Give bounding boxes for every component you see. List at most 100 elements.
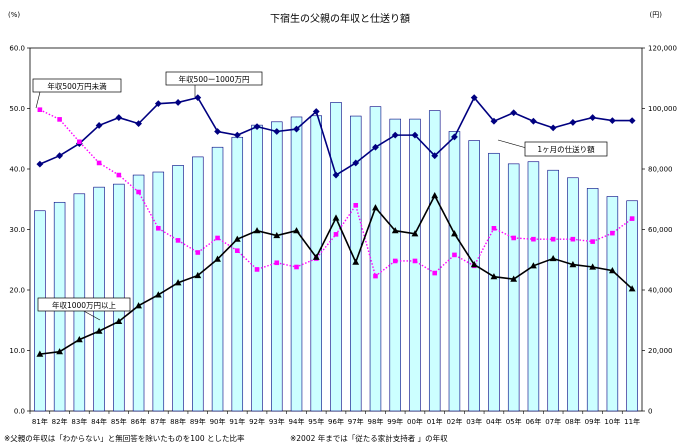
data-point	[411, 230, 419, 237]
callout-allowance: 1ヶ月の仕送り額	[497, 139, 608, 157]
right-axis-tick-label: 40,000	[648, 287, 673, 295]
data-point	[116, 172, 122, 178]
data-point	[96, 160, 102, 166]
data-point	[511, 235, 516, 241]
bar	[192, 156, 204, 412]
data-point	[154, 291, 162, 298]
data-point	[549, 254, 557, 262]
bar	[211, 146, 224, 412]
data-point	[589, 263, 597, 270]
data-point	[36, 350, 44, 357]
data-point	[589, 114, 597, 121]
data-point	[115, 317, 123, 325]
data-point	[293, 125, 300, 133]
data-point	[154, 100, 162, 108]
x-axis-tick-label: 90年	[210, 417, 226, 426]
data-point	[391, 227, 399, 234]
bar	[428, 110, 441, 412]
x-axis-tick-label: 98年	[368, 417, 384, 426]
bar	[369, 106, 382, 412]
footnote-1: ※父親の年収は「わからない」と無回答を除いたものを100 とした比率	[4, 433, 245, 443]
bar	[606, 196, 619, 412]
callout-mid-income-text: 年収500ー1000万円	[179, 74, 250, 84]
data-point	[490, 117, 498, 125]
data-point	[95, 122, 103, 129]
data-point	[431, 152, 439, 160]
x-axis-tick-label: 91年	[229, 417, 245, 426]
x-axis-tick-label: 09年	[585, 417, 601, 426]
callout-mid-income: 年収500ー1000万円	[165, 71, 263, 97]
data-point	[293, 227, 300, 234]
x-axis-tick-label: 00年	[407, 417, 423, 426]
bar	[409, 118, 421, 412]
data-point	[37, 107, 43, 113]
x-axis-tick-label: 97年	[348, 417, 364, 426]
bar	[527, 161, 540, 412]
data-point	[253, 227, 261, 234]
x-axis-tick-label: 85年	[111, 417, 127, 426]
data-point	[490, 273, 498, 280]
left-axis-tick-label: 50.0	[9, 105, 25, 113]
x-axis-tick-label: 08年	[565, 417, 581, 426]
data-point	[352, 159, 360, 167]
x-axis-tick-label: 02年	[446, 417, 462, 426]
data-point	[273, 231, 281, 239]
data-point	[75, 336, 83, 343]
data-point	[77, 139, 82, 145]
data-point	[135, 302, 142, 309]
data-point	[373, 273, 378, 279]
x-axis-tick-label: 84年	[91, 417, 107, 426]
data-point	[608, 117, 616, 124]
bar	[290, 116, 303, 412]
bar	[389, 118, 401, 412]
callout-allowance-box	[524, 141, 608, 157]
x-axis-tick-label: 87年	[150, 417, 166, 426]
data-point	[332, 171, 340, 179]
right-axis-tick-label: 100,000	[648, 105, 677, 113]
data-point	[412, 258, 418, 264]
data-point	[214, 255, 221, 262]
x-axis-tick-label: 83年	[71, 417, 87, 426]
left-axis-tick-label: 40.0	[9, 166, 25, 174]
x-axis-tick-label: 88年	[170, 417, 186, 426]
data-point	[194, 271, 202, 279]
data-point	[56, 348, 64, 355]
x-axis-tick-label: 86年	[131, 417, 147, 426]
data-point	[569, 260, 577, 268]
data-point	[233, 131, 241, 139]
data-point	[136, 189, 141, 195]
callout-low-income: 年収500万円未満	[32, 78, 122, 109]
callout-high-income-box	[37, 297, 131, 312]
data-point	[590, 239, 595, 244]
data-point	[431, 192, 439, 199]
data-point	[274, 260, 280, 266]
x-axis-tick-label: 93年	[269, 417, 285, 426]
callout-high-income-text: 年収1000万円以上	[52, 300, 117, 310]
x-axis-tick-label: 82年	[52, 417, 68, 426]
data-point	[214, 128, 221, 135]
data-point	[273, 128, 281, 135]
data-point	[333, 232, 339, 237]
right-axis-tick-label: 0	[648, 408, 652, 416]
bar	[626, 200, 638, 412]
x-axis-tick-label: 81年	[32, 417, 48, 426]
bar	[271, 121, 283, 412]
right-axis-tick-label: 20,000	[648, 347, 673, 355]
x-axis-tick-label: 95年	[308, 417, 324, 426]
data-point	[254, 267, 260, 272]
data-point	[156, 225, 161, 231]
callout-mid-income-box	[165, 71, 263, 86]
data-point	[510, 109, 518, 117]
data-point	[175, 238, 181, 243]
x-axis-tick-label: 03年	[466, 417, 482, 426]
chart-title: 下宿生の父親の年収と仕送り額	[270, 12, 410, 25]
left-axis-tick-label: 30.0	[9, 226, 25, 234]
x-axis-tick-label: 05年	[506, 417, 522, 426]
x-axis-tick-label: 04年	[486, 417, 502, 426]
data-point	[610, 230, 615, 236]
callout-allowance-text: 1ヶ月の仕送り額	[537, 144, 595, 154]
data-point	[312, 253, 320, 260]
data-point	[353, 203, 359, 208]
data-point	[215, 235, 220, 241]
data-point	[550, 236, 556, 242]
